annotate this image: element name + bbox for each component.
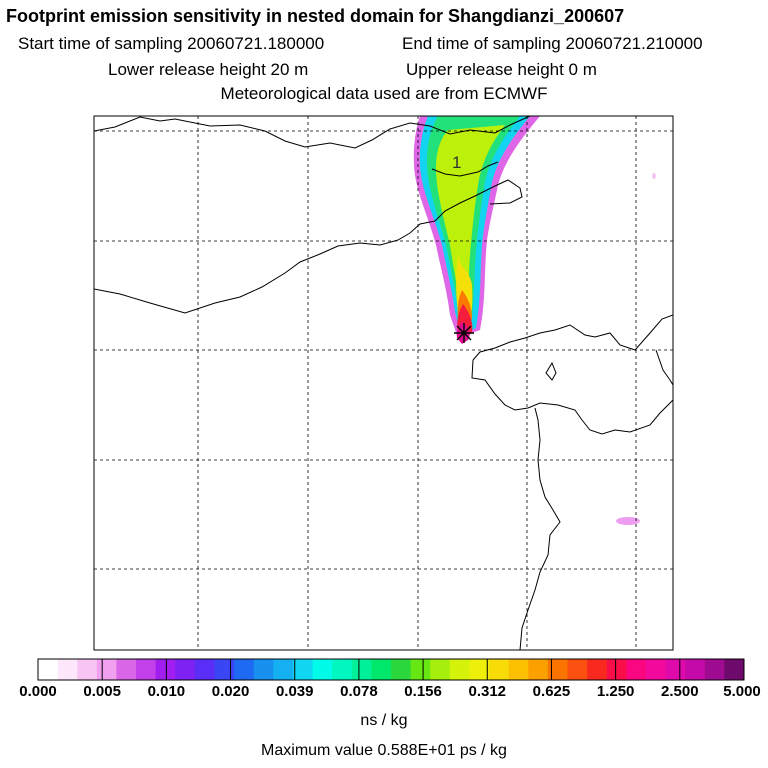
- colorbar-swatch: [253, 659, 274, 680]
- island-outline: [545, 361, 557, 381]
- southern-coast: [519, 407, 561, 650]
- colorbar-swatch: [57, 659, 78, 680]
- colorbar-swatch: [547, 659, 568, 680]
- plume-layer-yellowgreen: [436, 125, 505, 332]
- colorbar-tick-label: 0.039: [275, 683, 314, 700]
- upper-release-height-label: Upper release height 0 m: [406, 60, 597, 79]
- colorbar-swatch: [685, 659, 706, 680]
- colorbar-tick-label: 1.250: [596, 683, 635, 700]
- colorbar-tick-label: 0.000: [19, 683, 57, 700]
- colorbar-tick-label: 2.500: [661, 683, 699, 700]
- colorbar-swatch: [528, 659, 549, 680]
- colorbar-swatch: [371, 659, 392, 680]
- colorbar-swatch: [449, 659, 470, 680]
- colorbar-tick-label: 0.078: [340, 683, 378, 700]
- central-border: [94, 179, 523, 314]
- colorbar-swatch: [567, 659, 588, 680]
- colorbar-swatch: [234, 659, 255, 680]
- colorbar-swatch: [587, 659, 608, 680]
- colorbar-tick-label: 0.005: [83, 683, 121, 700]
- colorbar-tick-label: 0.312: [468, 683, 507, 700]
- colorbar-swatch: [194, 659, 215, 680]
- colorbar-swatch: [175, 659, 196, 680]
- colorbar-tick-label: 0.156: [404, 683, 442, 700]
- colorbar-tick-label: 0.010: [147, 683, 186, 700]
- colorbar-swatch: [469, 659, 490, 680]
- lower-release-height-label: Lower release height 20 m: [108, 60, 309, 79]
- end-time-label: End time of sampling 20060721.210000: [402, 34, 703, 53]
- footprint-speck: [616, 517, 640, 525]
- colorbar-units: ns / kg: [360, 712, 408, 729]
- receptor-star-icon: [454, 323, 474, 343]
- colorbar-swatch: [116, 659, 137, 680]
- start-time-label: Start time of sampling 20060721.180000: [18, 34, 325, 53]
- colorbar-swatch: [508, 659, 529, 680]
- colorbar-tick-label: 0.625: [532, 683, 571, 700]
- footprint-plume: [413, 116, 656, 525]
- colorbar-swatch: [410, 659, 431, 680]
- colorbar-swatch: [351, 659, 372, 680]
- met-data-label: Meteorological data used are from ECMWF: [220, 84, 548, 103]
- colorbar-swatch: [136, 659, 157, 680]
- eastern-peninsula: [655, 349, 673, 386]
- colorbar-tick-label: 0.020: [211, 683, 250, 700]
- colorbar: [37, 658, 745, 681]
- colorbar-swatch: [273, 659, 294, 680]
- eastern-coast: [472, 314, 673, 361]
- colorbar-swatch: [626, 659, 647, 680]
- colorbar-swatch: [332, 659, 353, 680]
- colorbar-tick-label: 5.000: [723, 683, 761, 700]
- colorbar-swatch: [96, 659, 117, 680]
- northern-border: [94, 116, 531, 149]
- colorbar-swatch: [292, 659, 314, 680]
- colorbar-swatch: [606, 659, 627, 680]
- coastlines: [94, 116, 673, 650]
- colorbar-swatch: [391, 659, 412, 680]
- colorbar-swatch: [645, 659, 667, 680]
- map-title: Footprint emission sensitivity in nested…: [6, 6, 625, 26]
- colorbar-swatch: [704, 659, 725, 680]
- bay-outline: [471, 359, 673, 435]
- colorbar-swatch: [665, 659, 686, 680]
- map-background: [94, 116, 673, 650]
- maximum-value-label: Maximum value 0.588E+01 ps / kg: [261, 742, 507, 759]
- map-frame: [93, 115, 674, 651]
- colorbar-swatch: [430, 659, 451, 680]
- colorbar-swatch: [312, 659, 333, 680]
- footprint-speck-small: [652, 173, 656, 179]
- colorbar-swatch: [724, 659, 745, 680]
- colorbar-swatch: [489, 659, 510, 680]
- colorbar-swatch: [155, 659, 176, 680]
- lat-lon-grid: [94, 116, 673, 650]
- contour-label: 1: [452, 153, 461, 172]
- colorbar-border: [37, 658, 745, 681]
- inner-outline: [431, 161, 499, 177]
- colorbar-swatch: [38, 659, 59, 680]
- colorbar-swatch: [214, 659, 235, 680]
- colorbar-swatch: [77, 659, 98, 680]
